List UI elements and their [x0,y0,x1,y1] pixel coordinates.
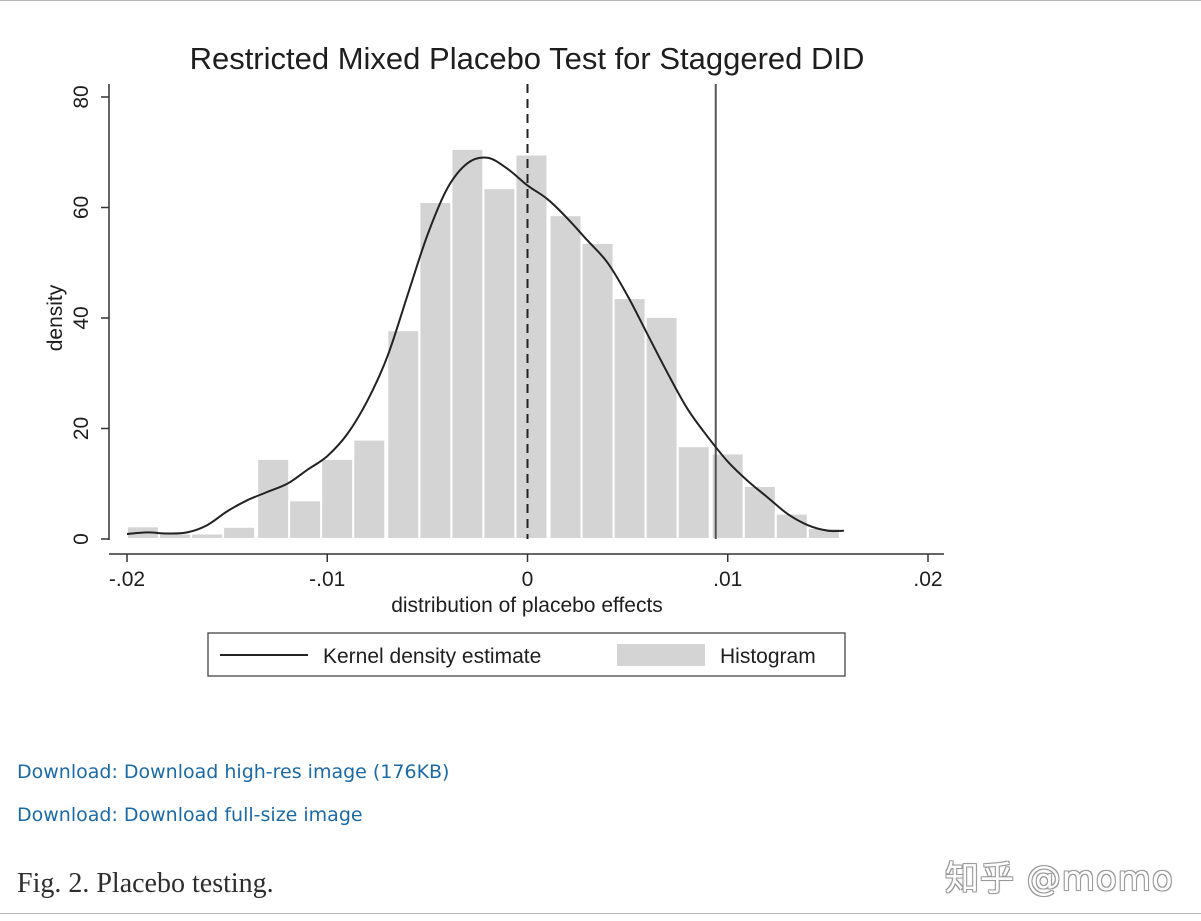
legend-hist-swatch [617,644,705,666]
legend-hist-label: Histogram [720,645,816,668]
histogram-bar [256,457,291,540]
histogram-bar [190,532,225,540]
histogram-bar [352,438,387,541]
legend: Kernel density estimate Histogram [207,632,846,677]
histogram-bar [742,485,777,540]
figure-caption: Fig. 2. Placebo testing. [17,868,274,899]
y-tick-label: 40 [70,306,93,329]
histogram-bar [612,297,647,540]
legend-box [207,632,846,677]
x-axis-ticks: -.02 -.01 0 .01 .02 [109,554,943,591]
reference-lines [526,84,717,539]
y-axis-ticks: 0 20 40 60 80 [70,85,109,545]
histogram-bar [450,147,485,540]
legend-kde-label: Kernel density estimate [323,645,541,668]
histogram-bar [806,527,841,540]
axes [108,84,944,555]
histogram-bar [222,525,257,540]
y-tick-label: 80 [70,85,93,108]
x-tick-label: .02 [913,568,942,591]
histogram-bar [580,241,615,540]
histogram-bar [774,512,809,540]
y-axis-label: density [44,284,67,351]
y-tick-label: 60 [70,196,93,219]
x-axis-label: distribution of placebo effects [391,594,663,617]
x-tick-label: 0 [522,568,534,591]
histogram-bar [644,315,679,540]
histogram-bar [320,457,355,540]
download-highres-link[interactable]: Download: Download high-res image (176KB… [17,761,450,783]
histogram-bar [482,187,517,540]
histogram-bar [386,329,421,541]
bottom-divider [0,913,1201,914]
histogram-bar [514,153,549,540]
x-tick-label: -.01 [309,568,345,591]
histogram-bar [676,445,711,541]
histogram-bar [548,214,583,540]
x-tick-label: .01 [713,568,742,591]
histogram-bar [288,499,323,540]
download-fullsize-link[interactable]: Download: Download full-size image [17,804,363,826]
histogram-bars [126,147,841,541]
watermark: 知乎 @momo [945,859,1174,899]
kde-line [126,156,844,535]
y-tick-label: 20 [70,417,93,440]
y-tick-label: 0 [70,533,93,545]
histogram-bar [418,201,453,540]
top-divider [0,0,1201,1]
chart-title: Restricted Mixed Placebo Test for Stagge… [190,41,865,76]
x-tick-label: -.02 [109,568,145,591]
placebo-chart: Restricted Mixed Placebo Test for Stagge… [44,41,944,677]
